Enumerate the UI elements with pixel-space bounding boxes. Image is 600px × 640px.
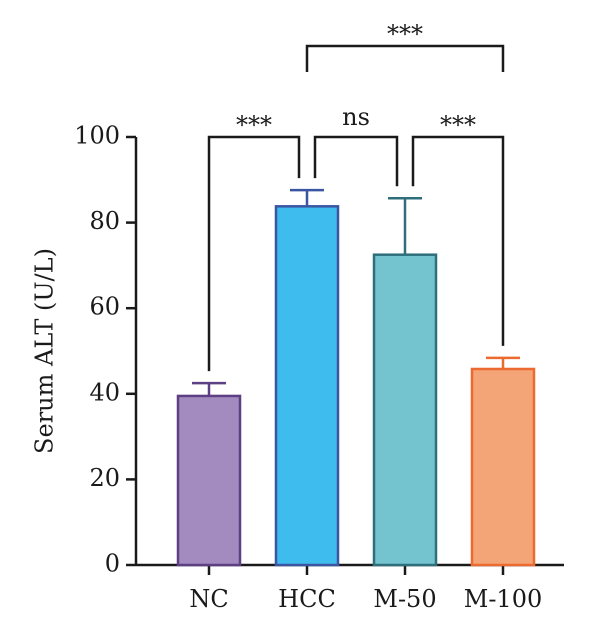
error-bars — [192, 188, 520, 396]
y-tick-label: 0 — [105, 550, 120, 578]
bars — [176, 205, 536, 567]
bar — [372, 253, 438, 567]
bar — [274, 205, 340, 567]
significance-label: ns — [342, 103, 370, 131]
bar — [470, 367, 536, 567]
significance-bracket — [207, 135, 301, 372]
significance-bracket — [411, 135, 505, 346]
bar — [176, 394, 242, 567]
x-tick-label: M-100 — [464, 585, 543, 613]
x-tick-label: NC — [189, 585, 228, 613]
significance-bracket — [313, 135, 399, 187]
y-tick-label: 20 — [89, 464, 120, 492]
y-tick-label: 100 — [74, 122, 120, 150]
x-axis: NC HCC M-50 M-100 — [136, 563, 564, 613]
y-axis: 0 20 40 60 80 100 — [74, 122, 138, 578]
significance-label: *** — [440, 111, 476, 139]
y-tick-label: 40 — [89, 378, 120, 406]
x-tick-label: M-50 — [373, 585, 436, 613]
significance-annotations: *** ns *** *** — [207, 20, 505, 372]
y-tick-label: 80 — [89, 207, 120, 235]
significance-label: *** — [387, 20, 423, 48]
significance-bracket — [305, 44, 505, 72]
significance-label: *** — [236, 111, 272, 139]
y-tick-label: 60 — [89, 293, 120, 321]
x-tick-label: HCC — [278, 585, 336, 613]
y-axis-title: Serum ALT (U/L) — [31, 248, 59, 454]
